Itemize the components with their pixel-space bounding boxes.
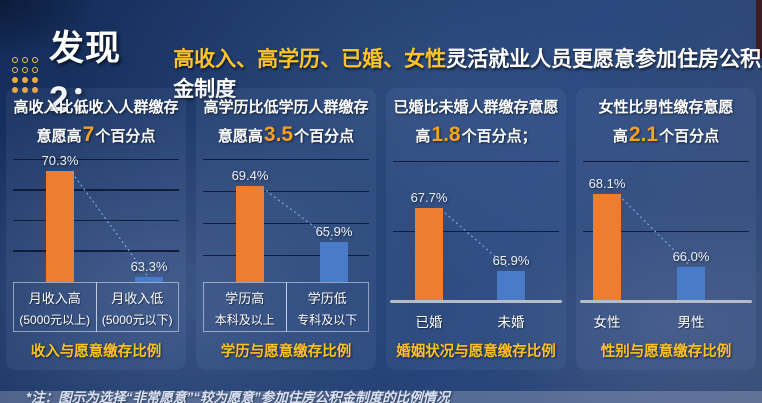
gridline <box>393 160 559 162</box>
highlight-number: 7 <box>82 123 95 147</box>
bar <box>497 270 525 302</box>
bar <box>320 241 348 282</box>
category-label: 学历高 <box>225 291 265 306</box>
bar-value-label: 68.1% <box>588 175 626 191</box>
bar-value-label: 70.3% <box>41 152 79 168</box>
bar <box>593 193 621 302</box>
category-label: 已婚 <box>415 315 443 330</box>
panel-education: 高学历比低学历人群缴存 意愿高3.5个百分点 69.4% 65.9% 学历与愿意缴存… <box>196 88 376 370</box>
panel-marriage-caption: 婚姻状况与愿意缴存比例 <box>396 344 556 360</box>
gridline <box>203 222 369 225</box>
category-label: 未婚 <box>497 315 525 330</box>
panel-gender-title: 女性比男性缴存意愿 高2.1个百分点 <box>598 99 734 147</box>
panel-income: 高收入比低收入人群缴存 意愿高7个百分点 70.3% 63.3% 收入与愿意缴存比例… <box>6 88 186 370</box>
gridline <box>583 230 749 232</box>
subtitle-highlight: 高收入、高学历、已婚、女性 <box>173 48 447 71</box>
education-bar-chart: 69.4% 65.9% <box>199 88 373 282</box>
bar <box>236 185 264 282</box>
category-label: 女性 <box>593 315 621 330</box>
bar-value-label: 65.9% <box>315 223 353 239</box>
panel-income-title: 高收入比低收入人群缴存 意愿高7个百分点 <box>13 99 179 147</box>
gender-bar-chart: 68.1% 66.0% <box>579 88 753 303</box>
finding-subtitle: 高收入、高学历、已婚、女性灵活就业人员更愿意参加住房公积金制度 <box>173 43 762 103</box>
gridline <box>203 158 369 160</box>
bar-value-label: 69.4% <box>231 167 269 183</box>
bar <box>677 267 705 302</box>
bar-value-label: 63.3% <box>130 259 168 275</box>
axis-baseline <box>580 300 752 303</box>
category-box: 学历高 本科及以上 <box>203 282 287 332</box>
category-sublabel: 本科及以上 <box>214 313 275 327</box>
category-box: 学历低 专科及以下 <box>285 282 369 332</box>
bar <box>46 170 74 282</box>
panel-gender: 女性比男性缴存意愿 高2.1个百分点 68.1% 66.0% 性别与愿意缴存比例 女… <box>576 88 756 370</box>
header: 发现2： 高收入、高学历、已婚、女性灵活就业人员更愿意参加住房公积金制度 <box>10 20 762 122</box>
category-sublabel: 专科及以下 <box>297 313 358 327</box>
panel-education-caption: 学历与愿意缴存比例 <box>220 344 352 360</box>
category-label: 男性 <box>677 315 705 330</box>
bar-value-label: 67.7% <box>410 189 448 205</box>
subtitle-rest: 灵活就业人员更愿意参加住房公积金制度 <box>173 48 762 101</box>
gridline <box>393 230 559 232</box>
marriage-bar-chart: 67.7% 65.9% <box>389 88 563 303</box>
category-boxes: 月收入高 (5000元以上) 月收入低 (5000元以下) <box>13 282 179 332</box>
income-bar-chart: 70.3% 63.3% <box>9 88 183 282</box>
category-box: 月收入低 (5000元以下) <box>95 282 179 332</box>
bar <box>135 277 163 282</box>
bar-value-label: 65.9% <box>492 252 530 268</box>
category-sublabel: (5000元以上) <box>19 313 91 327</box>
panel-marriage: 已婚比未婚人群缴存意愿 高1.8个百分点； 67.7% 65.9% 婚姻状况与愿意缴… <box>386 88 566 370</box>
panel-education-title: 高学历比低学历人群缴存 意愿高3.5个百分点 <box>203 99 369 147</box>
trend-dotted-line <box>440 209 510 269</box>
bar <box>415 207 443 302</box>
gridline <box>13 158 179 160</box>
highlight-number: 2.1 <box>628 123 659 147</box>
trend-dotted-line <box>71 172 148 276</box>
gridline <box>13 250 179 252</box>
background-photo-edge <box>756 0 762 58</box>
gridline <box>583 160 749 162</box>
background-bottom-band <box>0 391 762 403</box>
panel-income-caption: 收入与愿意缴存比例 <box>30 344 162 360</box>
category-boxes: 学历高 本科及以上 学历低 专科及以下 <box>203 282 369 332</box>
panels-grid: 高收入比低收入人群缴存 意愿高7个百分点 70.3% 63.3% 收入与愿意缴存比例… <box>6 88 756 370</box>
highlight-number: 1.8 <box>431 123 461 147</box>
gridline <box>13 189 179 191</box>
axis-baseline <box>390 300 562 303</box>
category-box: 月收入高 (5000元以上) <box>13 282 97 332</box>
category-label: 月收入高 <box>28 291 81 306</box>
panel-marriage-title: 已婚比未婚人群缴存意愿 高1.8个百分点； <box>393 99 559 147</box>
category-label: 月收入低 <box>111 291 164 306</box>
highlight-number: 3.5 <box>263 123 294 147</box>
category-sublabel: (5000元以下) <box>101 313 173 327</box>
trend-dotted-line <box>618 195 690 266</box>
bar-value-label: 66.0% <box>672 249 710 264</box>
panel-gender-caption: 性别与愿意缴存比例 <box>600 344 732 360</box>
gridline <box>203 254 369 257</box>
finding-number-title: 发现2： <box>49 29 122 119</box>
gridline <box>13 219 179 221</box>
footnote: *注：图示为选择“非常愿意”“较为愿意”参加住房公积金制度的比例情况 <box>26 389 450 403</box>
gridline <box>203 190 369 193</box>
dots-grid-icon <box>12 56 39 94</box>
category-label: 学历低 <box>307 291 347 306</box>
